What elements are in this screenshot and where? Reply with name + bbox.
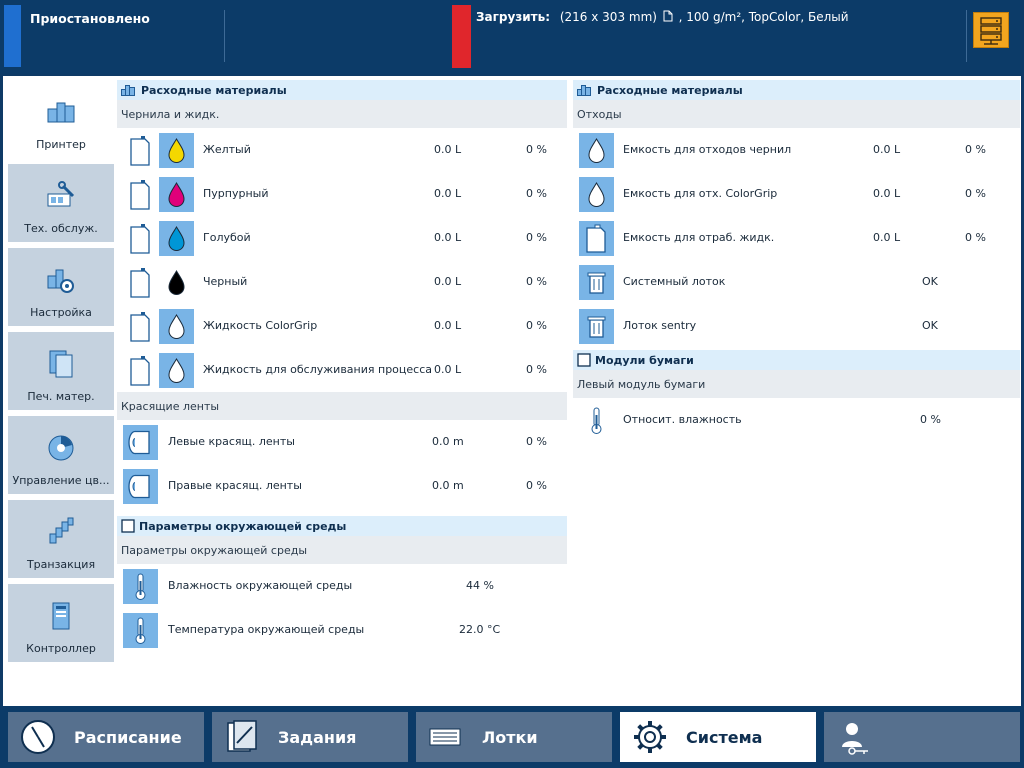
ink-row[interactable]: Желтый 0.0 L 0 %	[117, 128, 567, 172]
ribbon-row[interactable]: Левые красящ. ленты 0.0 m 0 %	[117, 420, 567, 464]
cartridge-icon	[130, 312, 150, 342]
fluid-drop-icon	[159, 353, 194, 388]
ink-row[interactable]: Черный 0.0 L 0 %	[117, 260, 567, 304]
color-management-icon	[48, 435, 74, 461]
main-area: Принтер Тех. обслуж. Настройка Печ. мате…	[3, 76, 1021, 706]
consumables-header: Расходные материалы	[573, 80, 1020, 100]
tab-trays[interactable]: Лотки	[416, 712, 612, 762]
environment-row[interactable]: Влажность окружающей среды 44 %	[117, 564, 567, 608]
side-navigation: Принтер Тех. обслуж. Настройка Печ. мате…	[3, 76, 115, 706]
ink-row[interactable]: Жидкость ColorGrip 0.0 L 0 %	[117, 304, 567, 348]
ink-row[interactable]: Жидкость для обслуживания процесса 0.0 L…	[117, 348, 567, 392]
ribbon-row[interactable]: Правые красящ. ленты 0.0 m 0 %	[117, 464, 567, 508]
ink-row[interactable]: Пурпурный 0.0 L 0 %	[117, 172, 567, 216]
status-indicator	[4, 5, 21, 67]
gear-icon	[634, 721, 666, 753]
fluid-drop-icon	[159, 309, 194, 344]
tray-row[interactable]: Системный лоток OK	[573, 260, 1020, 304]
tab-system[interactable]: Система	[620, 712, 816, 762]
environment-header: Параметры окружающей среды	[117, 516, 567, 536]
trays-icon	[429, 728, 461, 746]
load-indicator	[452, 5, 471, 68]
waste-row[interactable]: Емкость для отходов чернил 0.0 L 0 %	[573, 128, 1020, 172]
waste-bin-icon	[579, 265, 614, 300]
ink-drop-black-icon	[159, 265, 194, 300]
cartridge-icon	[130, 356, 150, 386]
waste-subheader: Отходы	[573, 100, 1020, 128]
cartridge-icon	[130, 268, 150, 298]
ink-drop-magenta-icon	[159, 177, 194, 212]
nav-transaction[interactable]: Транзакция	[8, 500, 114, 578]
paper-modules-header: Модули бумаги	[573, 350, 1020, 370]
logs-button[interactable]	[973, 12, 1009, 48]
waste-row[interactable]: Емкость для отх. ColorGrip 0.0 L 0 %	[573, 172, 1020, 216]
cartridge-icon	[130, 136, 150, 166]
cartridge-icon	[130, 180, 150, 210]
ink-row[interactable]: Голубой 0.0 L 0 %	[117, 216, 567, 260]
thermometer-icon	[123, 613, 158, 648]
tab-schedule[interactable]: Расписание	[8, 712, 204, 762]
consumables-header: Расходные материалы	[117, 80, 567, 100]
cartridge-icon	[130, 224, 150, 254]
drop-icon	[579, 177, 614, 212]
load-media-info[interactable]: Загрузить: (216 x 303 mm) , 100 g/m², To…	[476, 10, 849, 24]
tab-jobs[interactable]: Задания	[212, 712, 408, 762]
environment-row[interactable]: Температура окружающей среды 22.0 °C	[117, 608, 567, 652]
server-icon	[980, 17, 1002, 45]
divider	[966, 10, 967, 62]
environment-subheader: Параметры окружающей среды	[117, 536, 567, 564]
printer-status: Приостановлено	[30, 11, 150, 26]
nav-maintenance[interactable]: Тех. обслуж.	[8, 164, 114, 242]
divider	[224, 10, 225, 62]
jobs-icon	[227, 720, 257, 752]
nav-configuration[interactable]: Настройка	[8, 248, 114, 326]
left-panel: Расходные материалы Чернила и жидк. Желт…	[117, 80, 567, 652]
status-bar: Приостановлено Загрузить: (216 x 303 mm)…	[0, 0, 1024, 74]
transaction-icon	[49, 517, 74, 544]
drop-icon	[579, 133, 614, 168]
ink-drop-cyan-icon	[159, 221, 194, 256]
paper-sheet-icon	[663, 10, 673, 22]
nav-printer[interactable]: Принтер	[8, 80, 114, 158]
waste-bin-icon	[579, 309, 614, 344]
print-media-icon	[49, 350, 73, 378]
waste-row[interactable]: Емкость для отраб. жидк. 0.0 L 0 %	[573, 216, 1020, 260]
right-panel: Расходные материалы Отходы Емкость для о…	[573, 80, 1020, 442]
bottom-tab-bar: Расписание Задания Лотки Система	[0, 706, 1024, 768]
nav-controller[interactable]: Контроллер	[8, 584, 114, 662]
left-paper-module-subheader: Левый модуль бумаги	[573, 370, 1020, 398]
clock-icon	[21, 720, 55, 754]
printer-small-icon	[121, 85, 135, 96]
thermometer-icon	[123, 569, 158, 604]
user-key-icon	[842, 723, 868, 755]
configuration-icon	[47, 269, 74, 293]
maintenance-icon	[47, 181, 75, 207]
printer-small-icon	[577, 85, 591, 96]
ribbons-subheader: Красящие ленты	[117, 392, 567, 420]
checkbox-square-icon	[577, 353, 591, 367]
tab-user-access[interactable]	[824, 712, 1020, 762]
checkbox-square-icon	[121, 519, 135, 533]
tray-row[interactable]: Лоток sentry OK	[573, 304, 1020, 348]
printer-icon	[47, 102, 75, 123]
ribbon-roll-icon	[123, 469, 158, 504]
nav-print-media[interactable]: Печ. матер.	[8, 332, 114, 410]
ink-drop-yellow-icon	[159, 133, 194, 168]
ribbon-roll-icon	[123, 425, 158, 460]
inks-subheader: Чернила и жидк.	[117, 100, 567, 128]
controller-icon	[52, 602, 70, 630]
canister-icon	[579, 221, 614, 256]
humidity-row[interactable]: Относит. влажность 0 %	[573, 398, 1020, 442]
thermometer-icon	[579, 403, 614, 438]
nav-color-management[interactable]: Управление цв...	[8, 416, 114, 494]
